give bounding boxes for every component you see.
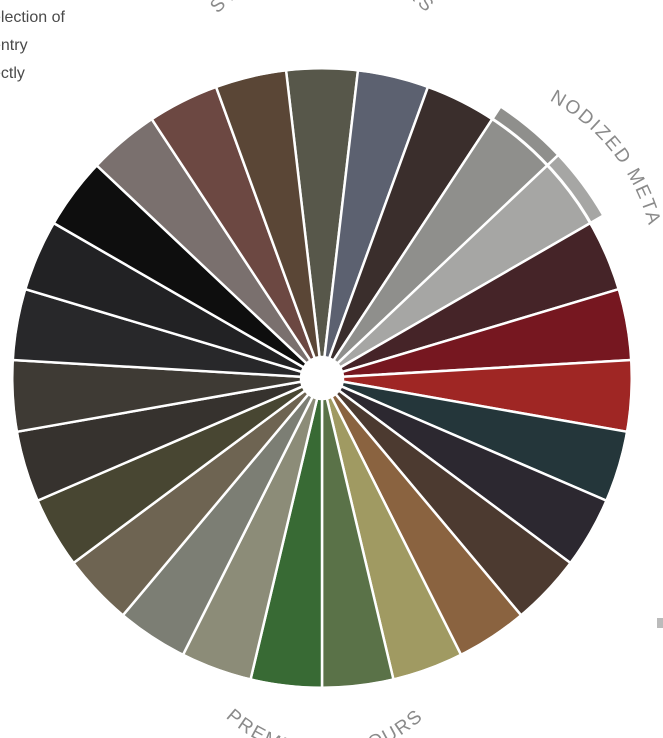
standard-colours-label: STANDARD COLOURS [206, 0, 438, 18]
right-edge-fragment [657, 618, 663, 628]
standard-colours-text: STANDARD COLOURS [206, 0, 436, 18]
intro-text: election of entry ectly [0, 4, 112, 88]
intro-line-3: ectly [0, 65, 25, 82]
wheel-outline [10, 66, 634, 690]
intro-line-1: election of [0, 9, 65, 26]
premium-colours-label: PREMIUM COLOURS [222, 705, 428, 738]
center-hole [301, 357, 343, 399]
colour-swatches [10, 66, 634, 690]
intro-line-2: entry [0, 37, 28, 54]
premium-colours-text: PREMIUM COLOURS [222, 705, 426, 738]
